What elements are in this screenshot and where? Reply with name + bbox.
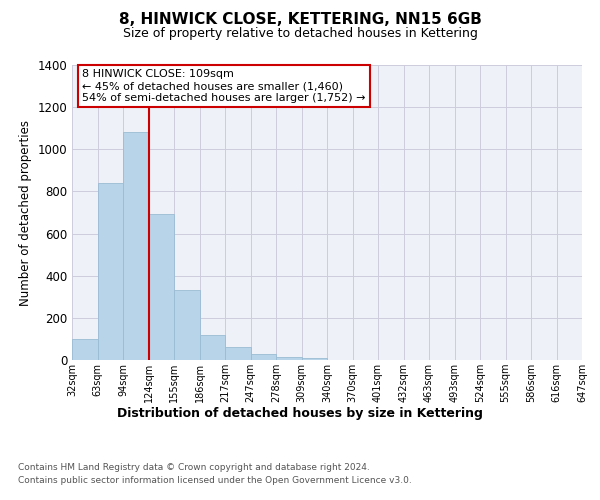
Bar bbox=[72, 339, 97, 360]
Text: 8 HINWICK CLOSE: 109sqm
← 45% of detached houses are smaller (1,460)
54% of semi: 8 HINWICK CLOSE: 109sqm ← 45% of detache… bbox=[82, 70, 366, 102]
Text: Contains public sector information licensed under the Open Government Licence v3: Contains public sector information licen… bbox=[18, 476, 412, 485]
Bar bbox=[149, 214, 174, 360]
Text: Contains HM Land Registry data © Crown copyright and database right 2024.: Contains HM Land Registry data © Crown c… bbox=[18, 462, 370, 471]
Bar bbox=[225, 348, 251, 360]
Text: 8, HINWICK CLOSE, KETTERING, NN15 6GB: 8, HINWICK CLOSE, KETTERING, NN15 6GB bbox=[119, 12, 481, 28]
Bar bbox=[302, 358, 327, 360]
Text: Size of property relative to detached houses in Kettering: Size of property relative to detached ho… bbox=[122, 28, 478, 40]
Y-axis label: Number of detached properties: Number of detached properties bbox=[19, 120, 32, 306]
Bar bbox=[97, 183, 123, 360]
Bar bbox=[199, 334, 225, 360]
Bar bbox=[123, 132, 149, 360]
Bar bbox=[276, 357, 302, 360]
Bar bbox=[174, 290, 199, 360]
Text: Distribution of detached houses by size in Kettering: Distribution of detached houses by size … bbox=[117, 408, 483, 420]
Bar bbox=[251, 354, 276, 360]
